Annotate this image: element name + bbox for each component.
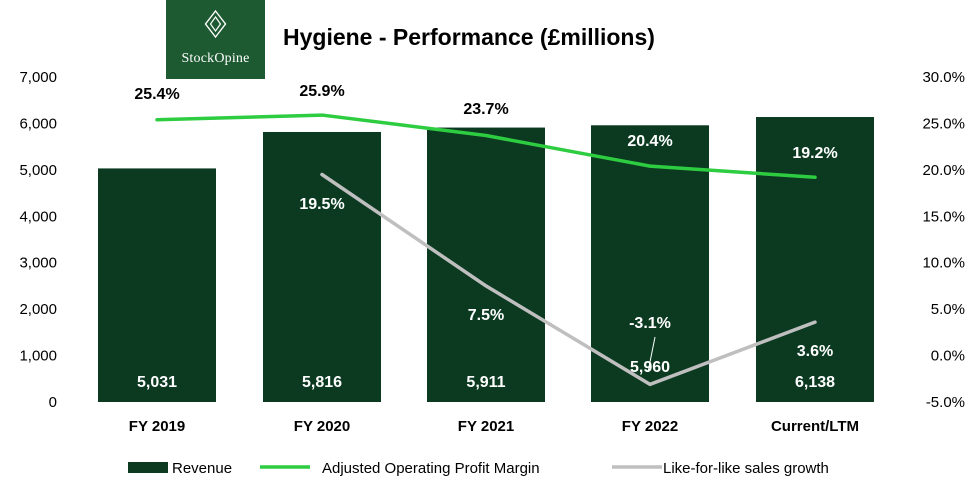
revenue-bar: [591, 125, 709, 403]
category-label: Current/LTM: [771, 418, 859, 435]
lfl-data-label: -3.1%: [629, 315, 671, 332]
stockopine-logo: StockOpine: [166, 0, 265, 79]
logo-text: StockOpine: [181, 51, 250, 66]
margin-data-label: 23.7%: [463, 101, 508, 118]
right-tick-label: 0.0%: [931, 348, 965, 365]
lfl-data-label: 19.5%: [299, 196, 344, 213]
data-labels: 5,031 5,816 5,911 5,960 6,138 25.4% 25.9% 23.7%…: [134, 83, 837, 391]
revenue-data-label: 5,816: [302, 374, 342, 391]
right-tick-label: -5.0%: [926, 394, 965, 411]
left-tick-label: 3,000: [19, 255, 57, 272]
left-tick-label: 6,000: [19, 115, 57, 132]
profit-margin-line: [155, 113, 817, 180]
lfl-data-label: 7.5%: [468, 307, 504, 324]
left-tick-label: 4,000: [19, 208, 57, 225]
margin-data-label: 25.9%: [299, 83, 344, 100]
category-label: FY 2021: [458, 418, 514, 435]
category-axis: FY 2019 FY 2020 FY 2021 FY 2022 Current/LTM: [129, 418, 859, 435]
revenue-data-label: 5,031: [137, 374, 177, 391]
revenue-bar: [98, 168, 216, 402]
legend-label: Like-for-like sales growth: [663, 460, 829, 477]
right-axis: -5.0% 0.0% 5.0% 10.0% 15.0% 20.0% 25.0% 30.0%: [922, 69, 965, 411]
left-tick-label: 0: [49, 394, 57, 411]
diamond-logo-icon: [204, 9, 227, 39]
revenue-bar: [427, 127, 545, 402]
chart-title: Hygiene - Performance (£millions): [283, 24, 655, 50]
legend: Revenue Adjusted Operating Profit Margin L…: [128, 460, 829, 477]
legend-label: Adjusted Operating Profit Margin: [322, 460, 540, 477]
margin-data-label: 19.2%: [792, 145, 837, 162]
line-series: [155, 113, 817, 387]
left-axis: 0 1,000 2,000 3,000 4,000 5,000 6,000 7,000: [19, 69, 57, 411]
left-tick-label: 7,000: [19, 69, 57, 86]
lfl-growth-line: [320, 172, 817, 387]
left-tick-label: 5,000: [19, 162, 57, 179]
left-tick-label: 1,000: [19, 348, 57, 365]
revenue-bar: [263, 131, 381, 402]
lfl-data-label: 3.6%: [797, 343, 833, 360]
margin-data-label: 20.4%: [627, 133, 672, 150]
category-label: FY 2020: [294, 418, 350, 435]
revenue-bars: [98, 117, 874, 403]
margin-data-label: 25.4%: [134, 86, 179, 103]
right-tick-label: 30.0%: [922, 69, 965, 86]
revenue-data-label: 6,138: [795, 374, 835, 391]
right-tick-label: 10.0%: [922, 255, 965, 272]
right-tick-label: 25.0%: [922, 115, 965, 132]
right-tick-label: 20.0%: [922, 162, 965, 179]
revenue-data-label: 5,960: [630, 359, 670, 376]
revenue-data-label: 5,911: [466, 374, 505, 391]
right-tick-label: 5.0%: [931, 301, 965, 318]
left-tick-label: 2,000: [19, 301, 57, 318]
label-leader-line: [647, 336, 656, 373]
legend-label: Revenue: [172, 460, 232, 477]
right-tick-label: 15.0%: [922, 208, 965, 225]
legend-swatch-revenue: [128, 462, 168, 473]
revenue-bar: [756, 117, 874, 403]
category-label: FY 2019: [129, 418, 185, 435]
category-label: FY 2022: [622, 418, 678, 435]
